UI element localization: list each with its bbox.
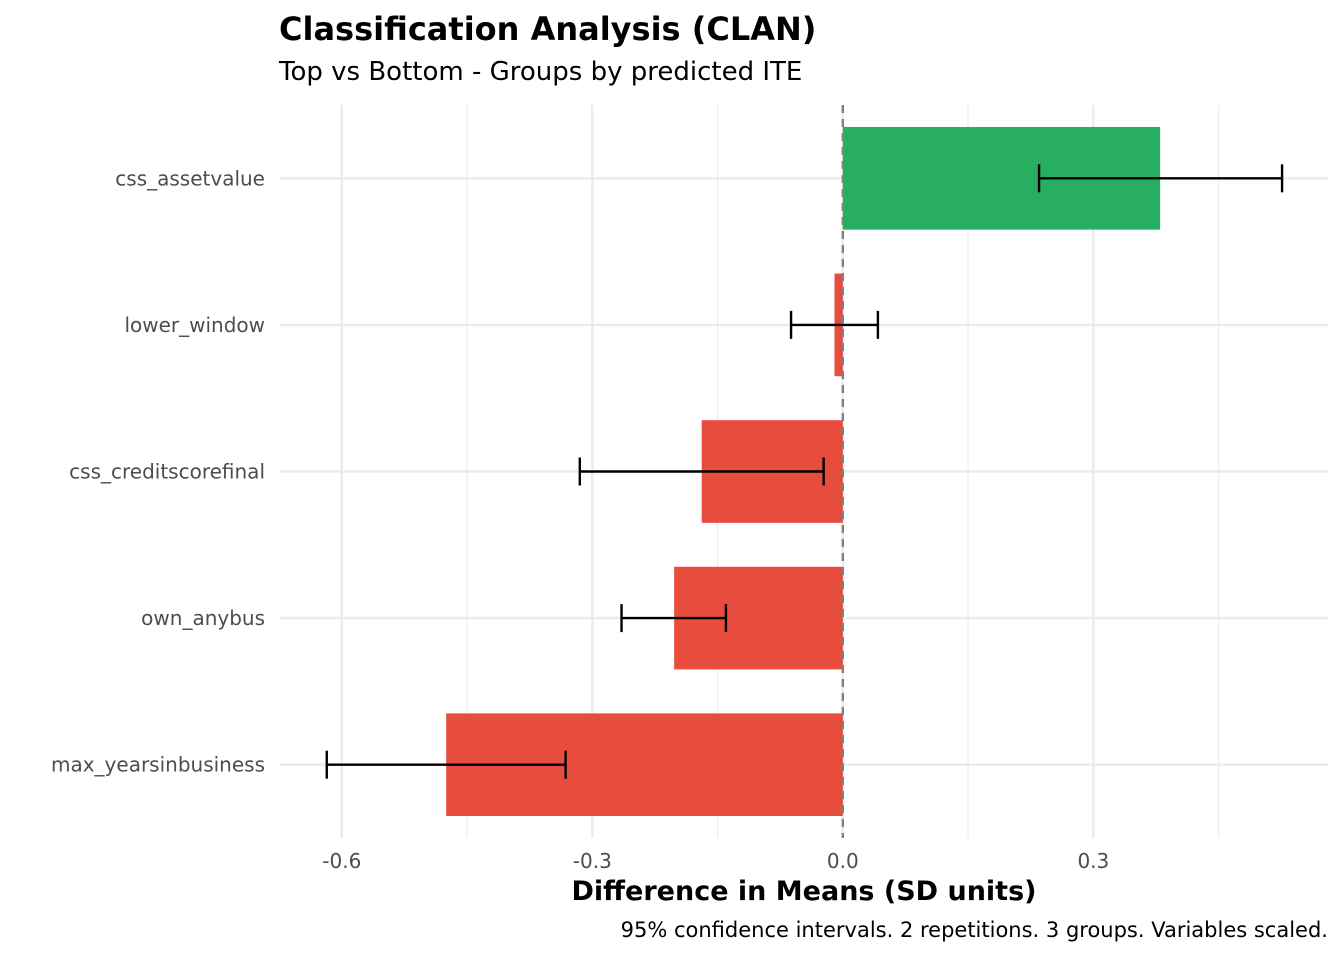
y-tick-label: own_anybus (141, 606, 265, 630)
x-axis-label: Difference in Means (SD units) (571, 876, 1037, 907)
chart-caption: 95% confidence intervals. 2 repetitions.… (620, 918, 1328, 942)
x-tick-label: -0.3 (573, 849, 612, 873)
y-tick-label: css_creditscorefinal (69, 460, 265, 484)
y-tick-label: lower_window (124, 313, 265, 337)
chart-title: Classification Analysis (CLAN) (279, 10, 817, 48)
chart-subtitle: Top vs Bottom - Groups by predicted ITE (279, 57, 803, 87)
y-tick-label: css_assetvalue (115, 166, 265, 190)
y-tick-label: max_yearsinbusiness (51, 753, 265, 777)
x-tick-label: -0.6 (322, 849, 361, 873)
x-tick-label: 0.0 (827, 849, 859, 873)
x-tick-label: 0.3 (1077, 849, 1109, 873)
